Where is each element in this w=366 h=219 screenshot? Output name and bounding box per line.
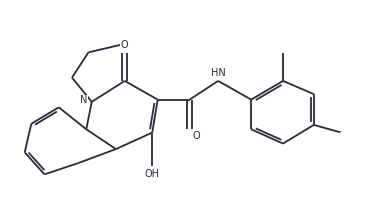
Text: N: N — [81, 95, 88, 105]
Text: O: O — [193, 131, 200, 141]
Text: OH: OH — [145, 169, 160, 178]
Text: O: O — [121, 41, 128, 50]
Text: HN: HN — [211, 68, 225, 78]
